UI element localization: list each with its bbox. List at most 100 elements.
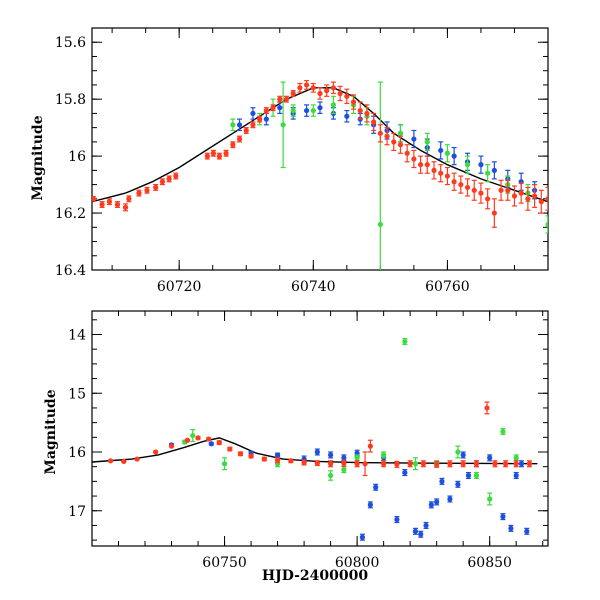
data-point <box>458 181 464 188</box>
data-point <box>227 446 233 452</box>
data-point <box>492 461 498 467</box>
data-point <box>444 173 451 179</box>
data-point <box>545 196 548 202</box>
y-tick-label: 16.4 <box>55 263 86 279</box>
data-point <box>404 150 410 156</box>
data-point <box>455 449 461 455</box>
data-point <box>531 193 538 199</box>
bottom-panel: 60750 60800 60850 14 15 16 17 <box>68 310 549 571</box>
y-tick-label: 14 <box>68 328 86 344</box>
data-point <box>447 461 453 467</box>
data-point <box>505 187 511 193</box>
data-point <box>367 443 373 449</box>
data-point <box>518 190 524 196</box>
data-point <box>513 455 519 461</box>
y-tick-label: 16 <box>68 445 86 461</box>
data-point <box>473 461 480 467</box>
data-point <box>144 187 150 193</box>
data-point <box>277 105 283 111</box>
data-point <box>359 534 366 540</box>
data-point <box>280 122 286 128</box>
y-tick-label: 16 <box>68 149 86 165</box>
bottom-panel-ylabel: Magnitude <box>43 389 59 474</box>
data-point <box>464 162 471 168</box>
data-point <box>478 162 484 168</box>
x-tick-label: 60850 <box>467 555 512 571</box>
data-point <box>270 105 276 111</box>
data-point <box>250 122 256 128</box>
data-point <box>511 193 518 199</box>
data-point <box>290 107 296 114</box>
y-tick-label: 16.2 <box>55 206 86 222</box>
data-point <box>317 90 323 97</box>
data-point <box>303 107 310 114</box>
data-point <box>402 338 408 345</box>
data-point <box>153 449 159 455</box>
data-point <box>526 461 533 467</box>
data-point <box>337 90 343 97</box>
x-tick-label: 60750 <box>202 555 247 571</box>
x-tick-label: 60760 <box>425 279 470 295</box>
data-point <box>330 85 337 91</box>
data-point <box>230 122 236 128</box>
data-point <box>263 116 269 122</box>
data-point <box>411 156 417 162</box>
data-point <box>216 153 223 159</box>
data-point <box>451 153 457 159</box>
data-point <box>498 187 504 193</box>
data-point <box>424 139 430 145</box>
data-point <box>438 170 444 176</box>
data-point <box>341 467 347 473</box>
data-point <box>418 531 424 537</box>
data-point <box>428 502 434 508</box>
data-point <box>330 102 337 108</box>
data-point <box>484 405 490 411</box>
data-point <box>208 441 214 447</box>
data-point <box>314 460 320 466</box>
data-point <box>508 525 514 531</box>
x-tick-label: 60720 <box>157 279 202 295</box>
data-point <box>478 190 484 196</box>
model-curve <box>92 87 548 203</box>
data-point <box>236 122 243 128</box>
data-point <box>274 457 281 463</box>
data-point <box>257 116 263 122</box>
data-point <box>166 176 172 182</box>
data-point <box>106 199 113 205</box>
data-point <box>195 435 201 441</box>
data-point <box>434 499 440 505</box>
data-point <box>250 110 256 117</box>
data-point <box>261 456 267 462</box>
data-point <box>341 460 347 466</box>
data-point <box>487 496 493 502</box>
data-layer <box>92 338 538 541</box>
data-point <box>439 478 445 484</box>
x-tick-label: 60740 <box>291 279 336 295</box>
data-point <box>513 472 519 479</box>
data-point <box>324 88 330 94</box>
data-point <box>491 167 497 173</box>
data-point <box>277 96 283 102</box>
data-point <box>216 440 222 446</box>
data-point <box>204 153 210 159</box>
data-point <box>460 452 466 458</box>
data-point <box>518 461 525 467</box>
data-point <box>434 461 440 467</box>
data-point <box>485 196 491 202</box>
data-point <box>417 162 424 168</box>
data-point <box>362 461 368 467</box>
data-point <box>464 184 471 191</box>
data-point <box>328 472 334 479</box>
data-point <box>394 461 400 467</box>
data-point <box>411 136 417 142</box>
data-point <box>134 456 140 462</box>
data-point <box>524 528 530 534</box>
data-point <box>107 458 114 464</box>
data-point <box>460 461 466 467</box>
data-point <box>471 187 477 193</box>
data-layer <box>92 80 548 270</box>
data-point <box>491 210 497 216</box>
data-point <box>290 90 296 97</box>
data-point <box>310 107 316 114</box>
